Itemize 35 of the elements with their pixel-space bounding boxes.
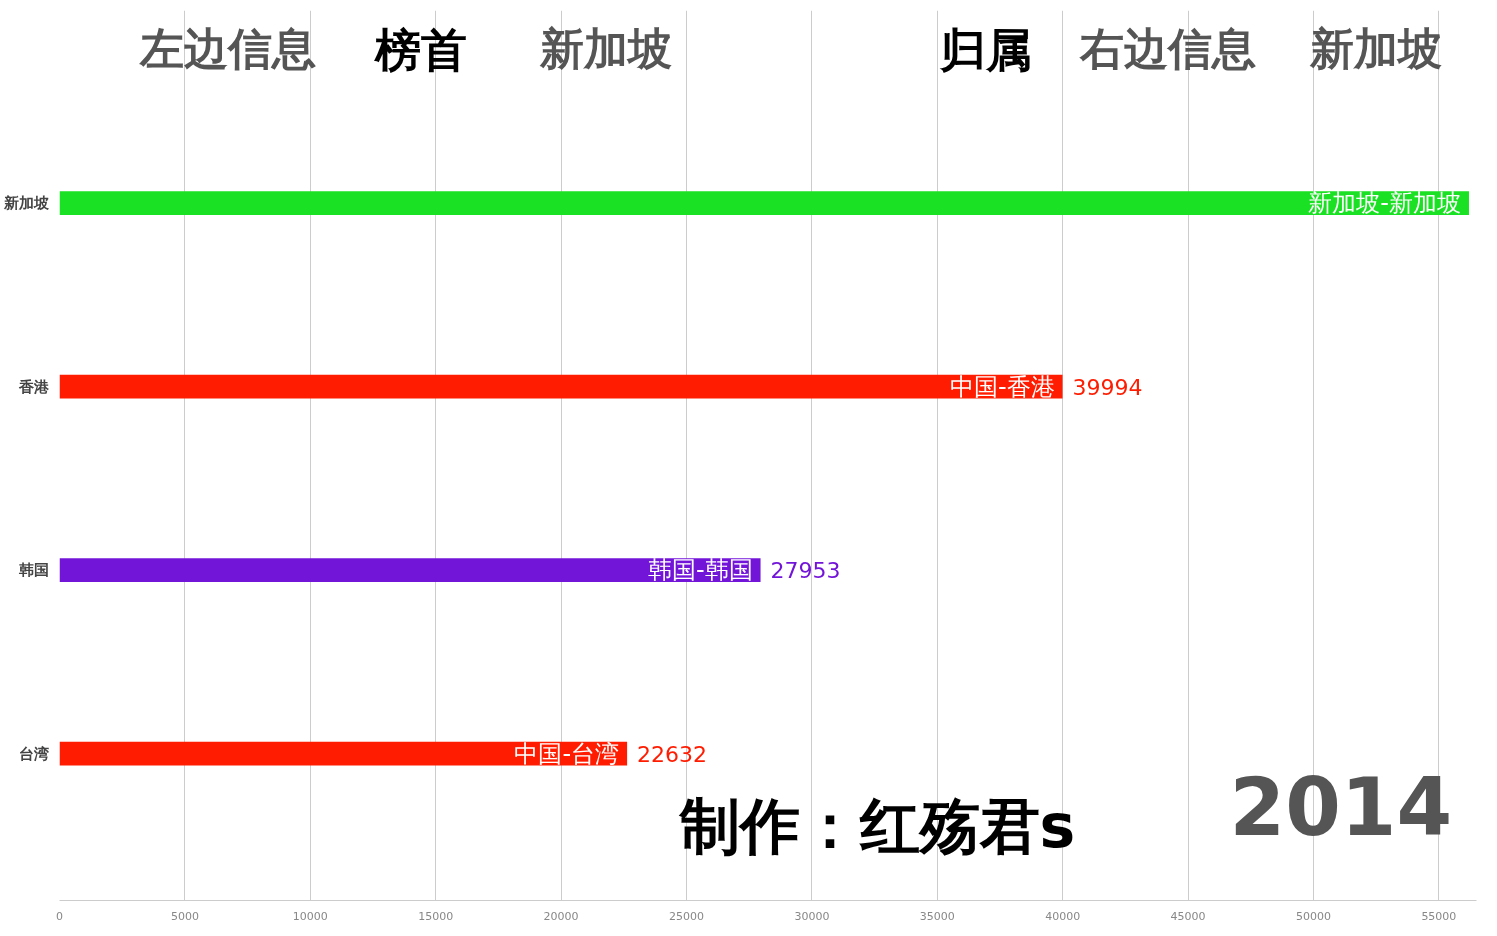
bar bbox=[59, 374, 1063, 399]
x-tick-label: 55000 bbox=[1421, 909, 1457, 923]
y-tick-label: 韩国 bbox=[17, 561, 49, 580]
annotation: 新加坡-新加坡 bbox=[1308, 189, 1461, 218]
annotation: 归属 bbox=[938, 22, 1032, 77]
x-tick-label: 50000 bbox=[1295, 909, 1331, 923]
annotation: 左边信息 bbox=[137, 22, 316, 74]
bar bbox=[59, 741, 628, 766]
annotation: 2014 bbox=[1229, 760, 1453, 854]
annotation: 榜首 bbox=[372, 22, 467, 77]
x-tick-label: 30000 bbox=[794, 909, 830, 923]
annotation: 右边信息 bbox=[1078, 22, 1256, 74]
data-label: 39994 bbox=[1072, 374, 1143, 400]
y-tick-label: 新加坡 bbox=[2, 194, 50, 213]
x-tick-label: 35000 bbox=[919, 909, 955, 923]
data-label: 27953 bbox=[770, 558, 841, 584]
x-tick-label: 15000 bbox=[418, 909, 454, 923]
annotation: 中国-香港 bbox=[949, 372, 1055, 401]
data-label: 22632 bbox=[637, 741, 708, 767]
y-tick-label: 香港 bbox=[17, 377, 50, 396]
annotation: 韩国-韩国 bbox=[647, 556, 753, 585]
x-tick-label: 40000 bbox=[1045, 909, 1081, 923]
bar bbox=[59, 558, 761, 583]
x-tick-label: 10000 bbox=[292, 909, 328, 923]
annotation: 新加坡 bbox=[538, 22, 672, 74]
annotation: 制作：红殇君s bbox=[677, 790, 1076, 861]
annotation: 新加坡 bbox=[1308, 22, 1442, 74]
annotation: 中国-台湾 bbox=[514, 739, 620, 768]
x-tick-label: 5000 bbox=[170, 909, 199, 923]
y-tick-label: 台湾 bbox=[18, 744, 49, 763]
x-tick-label: 25000 bbox=[668, 909, 704, 923]
x-tick-label: 45000 bbox=[1170, 909, 1206, 923]
x-tick-label: 0 bbox=[56, 909, 63, 923]
bar bbox=[59, 191, 1469, 216]
x-tick-label: 20000 bbox=[543, 909, 579, 923]
